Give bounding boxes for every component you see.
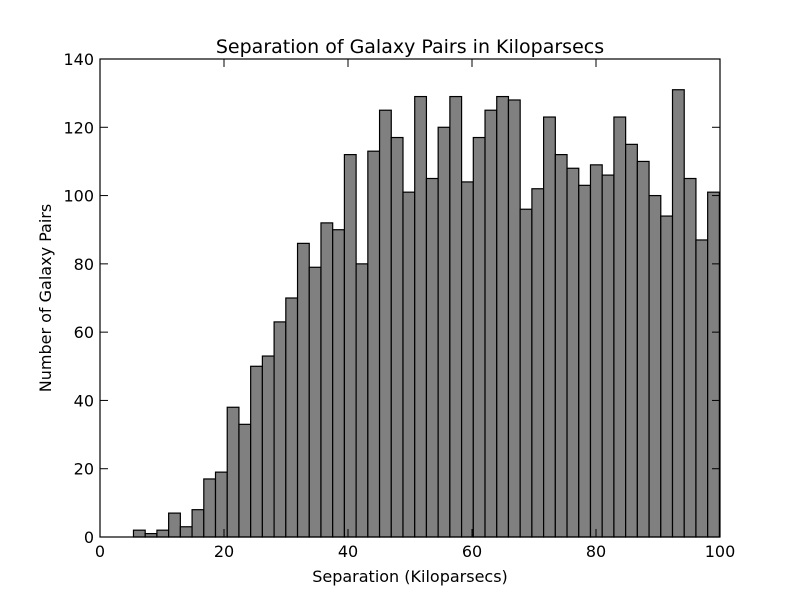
chart-title: Separation of Galaxy Pairs in Kiloparsec… (216, 36, 604, 58)
histogram-bar (132, 529, 146, 538)
y-tick-label: 140 (63, 50, 94, 69)
histogram-bar (472, 136, 486, 538)
histogram-bar (578, 184, 592, 538)
histogram-bar (437, 126, 451, 538)
histogram-bar (332, 229, 346, 538)
histogram-bar (214, 471, 228, 538)
histogram-bar (425, 177, 439, 538)
histogram-bar (367, 150, 381, 538)
histogram-bar (168, 512, 181, 538)
x-tick-label: 60 (462, 542, 482, 561)
y-tick-label: 40 (74, 391, 94, 410)
histogram-bar (179, 526, 193, 538)
histogram-bar (296, 242, 310, 538)
bars-group (132, 89, 720, 538)
histogram-bar (625, 143, 638, 538)
y-tick-label: 0 (84, 528, 94, 547)
histogram-bar (660, 215, 674, 538)
histogram-bar (308, 266, 322, 538)
histogram-bar (226, 406, 240, 538)
histogram-bar (636, 160, 650, 538)
y-tick-label: 100 (63, 187, 94, 206)
y-axis-label: Number of Galaxy Pairs (36, 204, 55, 392)
histogram-bar (414, 95, 428, 538)
x-tick-label: 40 (338, 542, 358, 561)
histogram-bar (355, 263, 369, 538)
histogram-bar (695, 239, 709, 538)
x-tick-label: 100 (705, 542, 736, 561)
histogram-bar (543, 116, 556, 538)
histogram-bar (402, 191, 416, 538)
histogram-bar (683, 177, 697, 538)
histogram-bar (566, 167, 580, 538)
histogram-bar (320, 222, 334, 538)
y-tick-label: 60 (74, 323, 94, 342)
x-axis-label: Separation (Kiloparsecs) (312, 567, 508, 586)
histogram-bar (496, 95, 510, 538)
y-tick-label: 20 (74, 460, 94, 479)
histogram-bar (378, 109, 392, 538)
histogram-bar (273, 321, 287, 538)
x-tick-label: 0 (95, 542, 105, 561)
histogram-bar (203, 478, 217, 538)
histogram-bar (507, 99, 521, 538)
histogram-bar (589, 164, 603, 538)
histogram-bar (390, 136, 404, 538)
histogram-bar (554, 154, 568, 538)
histogram-bar (191, 509, 205, 538)
histogram-bar (261, 355, 275, 538)
plot-frame (99, 58, 721, 538)
histogram-bar (671, 89, 685, 538)
x-tick-label: 80 (586, 542, 606, 561)
x-tick-label: 20 (214, 542, 234, 561)
ticks-group: 0 20 40 60 80 100 0 20 40 60 80 100 120 140 (63, 50, 735, 561)
histogram-bar (238, 423, 252, 538)
histogram-bar (460, 181, 474, 538)
histogram-bar (449, 95, 463, 538)
histogram-bar (648, 194, 662, 538)
histogram-bar (156, 529, 170, 538)
histogram-bar (484, 109, 498, 538)
y-tick-label: 80 (74, 255, 94, 274)
histogram-bar (613, 116, 627, 538)
histogram-bar (285, 297, 299, 538)
histogram-bar (601, 174, 615, 538)
y-tick-label: 120 (63, 118, 94, 137)
histogram-bar (343, 154, 357, 538)
histogram-bar (531, 188, 545, 538)
histogram-bar (707, 191, 720, 538)
histogram-bar (250, 365, 263, 538)
histogram-bar (519, 208, 533, 538)
